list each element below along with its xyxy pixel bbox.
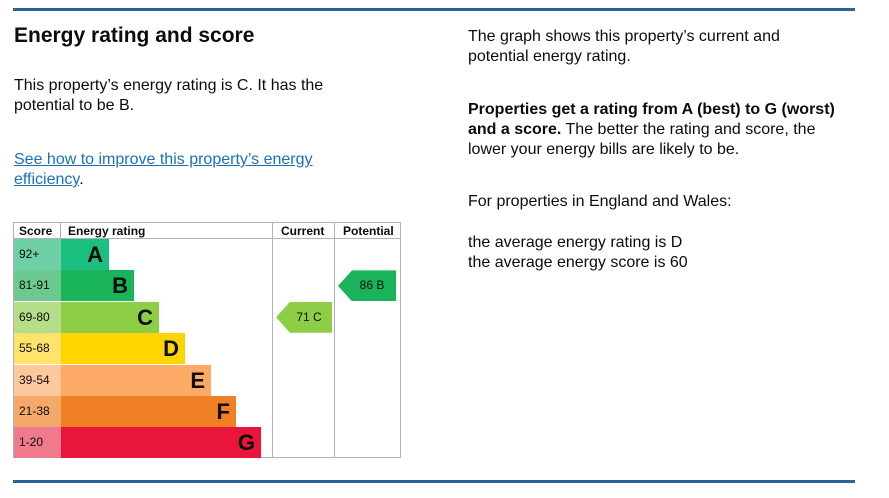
average-rating: the average energy rating is D bbox=[468, 234, 683, 251]
region-text: For properties in England and Wales: bbox=[468, 193, 732, 210]
header-current: Current bbox=[281, 224, 325, 238]
average-score: the average energy score is 60 bbox=[468, 254, 688, 271]
band-score: 81-91 bbox=[14, 270, 61, 302]
rating-explanation-bold: Properties get a rating from A (best) to… bbox=[468, 101, 835, 138]
band-score: 55-68 bbox=[14, 333, 61, 365]
band-score: 92+ bbox=[14, 239, 61, 270]
band-bar: F bbox=[61, 396, 236, 427]
intro-text: This property’s energy rating is C. It h… bbox=[14, 77, 324, 114]
band-score: 21-38 bbox=[14, 396, 61, 427]
col-divider bbox=[334, 223, 335, 457]
band-bar: A bbox=[61, 239, 109, 270]
rating-explanation: Properties get a rating from A (best) to… bbox=[468, 100, 848, 160]
band-score: 69-80 bbox=[14, 301, 61, 333]
header-divider bbox=[14, 238, 400, 239]
band-score: 1-20 bbox=[14, 427, 61, 459]
band-score: 39-54 bbox=[14, 364, 61, 396]
band-bar: D bbox=[61, 333, 185, 365]
potential-rating-arrow: 86 B bbox=[338, 270, 396, 302]
header-potential: Potential bbox=[343, 224, 394, 238]
energy-rating-chart: Score Energy rating Current Potential 92… bbox=[13, 222, 401, 459]
col-divider bbox=[272, 223, 273, 457]
band-bar: G bbox=[61, 427, 261, 459]
band-bar: C bbox=[61, 301, 159, 333]
graph-description: The graph shows this property’s current … bbox=[468, 28, 780, 65]
current-rating-arrow: 71 C bbox=[276, 301, 332, 333]
band-bar: E bbox=[61, 364, 211, 396]
header-score: Score bbox=[19, 224, 53, 238]
top-divider bbox=[13, 8, 855, 11]
rating-explanation-rest: The better the rating and score, the low… bbox=[468, 121, 816, 158]
col-divider bbox=[60, 223, 61, 239]
page-title: Energy rating and score bbox=[14, 24, 255, 47]
bottom-divider bbox=[13, 480, 855, 483]
header-energy-rating: Energy rating bbox=[68, 224, 146, 238]
improve-efficiency-link[interactable]: See how to improve this property’s energ… bbox=[14, 151, 313, 188]
band-bar: B bbox=[61, 270, 134, 302]
